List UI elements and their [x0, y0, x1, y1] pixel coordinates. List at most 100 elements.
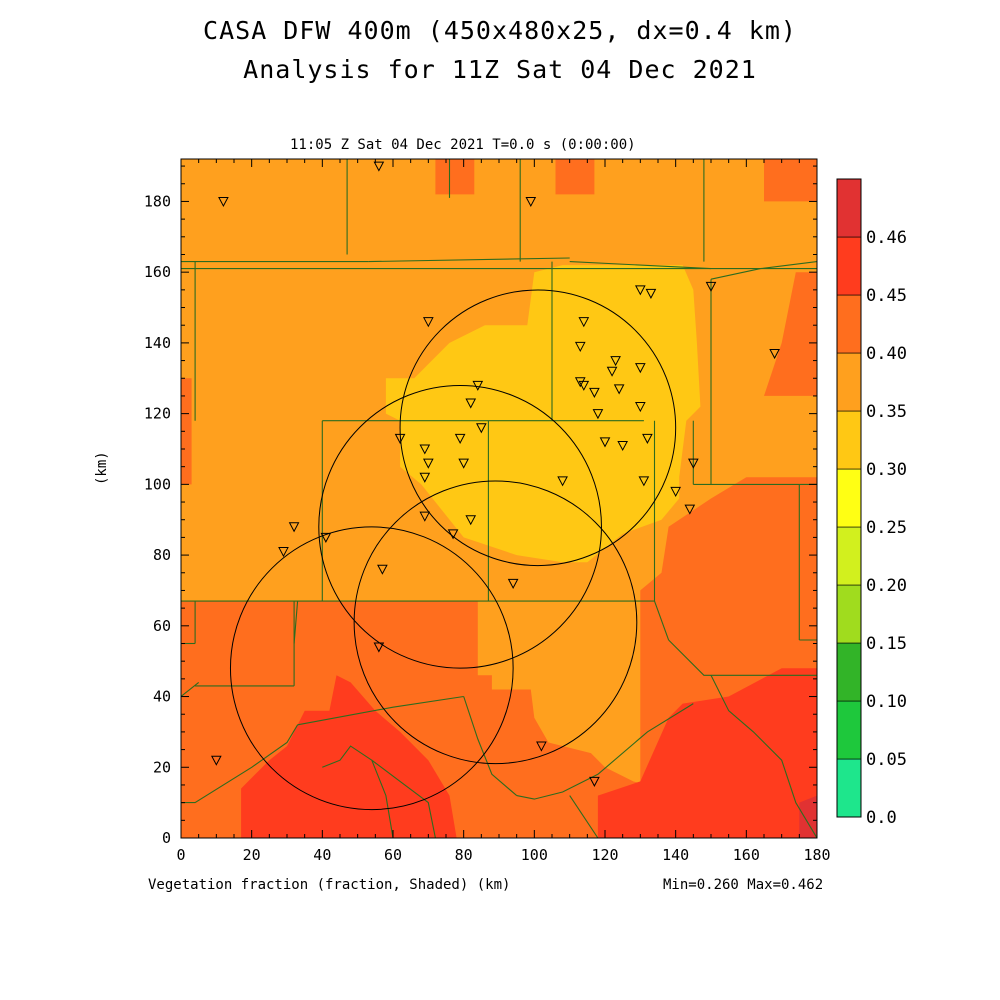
station-marker	[670, 486, 681, 497]
county-boundary-37	[710, 675, 817, 838]
county-boundary-29	[597, 703, 694, 775]
colorbar-label: 0.15	[866, 634, 907, 654]
colorbar-box	[836, 178, 862, 238]
x-tick-label: 0	[176, 846, 185, 864]
station-marker	[320, 532, 332, 543]
shaded-region-4	[181, 378, 192, 485]
station-marker	[684, 504, 696, 515]
x-tick-label: 40	[313, 846, 331, 864]
colorbar-label: 0.10	[866, 692, 907, 712]
station-marker	[458, 458, 469, 469]
plot-area	[181, 159, 817, 838]
radar-range-circle-2	[229, 526, 514, 811]
footer-min-max: Min=0.260 Max=0.462	[663, 877, 824, 893]
shaded-region-8	[241, 675, 457, 838]
colorbar: 0.0 0.05 0.10 0.15 0.20 0.25 0.30 0.35 0.40 0.45 0…	[836, 178, 907, 828]
colorbar-box	[836, 584, 862, 644]
x-tick-label: 180	[803, 846, 830, 864]
station-marker	[373, 642, 385, 653]
station-marker	[447, 529, 459, 540]
chart-title-line2: Analysis for 11Z Sat 04 Dec 2021	[243, 55, 757, 84]
station-marker	[211, 755, 222, 766]
y-tick-label: 140	[144, 334, 171, 352]
shaded-region-7	[764, 159, 817, 202]
shaded-region-9	[597, 668, 817, 838]
shaded-region-11	[385, 265, 701, 563]
station-marker	[769, 349, 780, 360]
county-boundary-20	[293, 601, 299, 644]
station-marker	[606, 366, 618, 377]
station-marker	[472, 380, 484, 391]
station-marker	[525, 196, 537, 208]
station-marker	[617, 440, 628, 452]
station-marker	[705, 281, 717, 292]
y-tick-label: 100	[144, 475, 171, 493]
county-boundary-35	[371, 759, 436, 838]
station-marker	[578, 380, 590, 391]
colorbar-box	[836, 642, 862, 702]
station-marker	[688, 458, 699, 469]
station-marker	[288, 522, 300, 533]
x-tick-label: 80	[455, 846, 473, 864]
county-boundary-31	[653, 600, 670, 641]
station-marker	[638, 476, 650, 487]
station-marker	[394, 433, 406, 444]
station-marker	[610, 356, 621, 367]
x-tick-label: 140	[662, 846, 689, 864]
plot-time-label: 11:05 Z Sat 04 Dec 2021 T=0.0 s (0:00:00…	[290, 137, 636, 153]
colorbar-box	[836, 352, 862, 412]
county-boundary-36	[569, 795, 599, 838]
colorbar-label: 0.46	[866, 228, 907, 248]
station-marker	[574, 377, 586, 388]
colorbar-label: 0.35	[866, 402, 907, 422]
radar-range-circle-0	[399, 289, 677, 567]
colorbar-label: 0.25	[866, 518, 907, 538]
station-marker	[278, 547, 289, 558]
colorbar-label: 0.0	[866, 808, 897, 828]
colorbar-label: 0.30	[866, 460, 907, 480]
station-marker	[599, 437, 611, 448]
x-tick-label: 160	[733, 846, 760, 864]
shaded-region-10	[799, 795, 817, 838]
county-boundary-30	[668, 639, 817, 676]
y-tick-label: 160	[144, 263, 171, 281]
station-marker	[454, 433, 466, 444]
station-marker	[635, 285, 646, 296]
shaded-region-6	[555, 159, 595, 195]
colorbar-box	[836, 758, 862, 818]
y-tick-label: 80	[153, 546, 171, 564]
station-marker	[419, 511, 431, 522]
x-tick-label: 120	[591, 846, 618, 864]
station-marker	[476, 423, 487, 434]
station-marker	[589, 387, 600, 398]
station-marker	[419, 472, 431, 483]
colorbar-label: 0.40	[866, 344, 907, 364]
county-boundary-25	[181, 724, 299, 804]
county-boundary-5	[569, 261, 712, 270]
station-marker	[635, 402, 646, 413]
colorbar-box	[836, 294, 862, 354]
station-marker	[377, 564, 388, 575]
station-marker	[423, 458, 434, 469]
colorbar-box	[836, 236, 862, 296]
station-marker	[578, 317, 590, 328]
x-tick-label: 20	[243, 846, 261, 864]
y-tick-label: 60	[153, 617, 171, 635]
station-marker	[218, 196, 229, 208]
station-marker	[635, 363, 646, 374]
axes: 0 20 40 60 80 100 120 140 160 180 0 20 40 60 80 100 120 1…	[144, 158, 831, 864]
station-marker	[507, 578, 519, 589]
shaded-region-5	[435, 159, 475, 195]
county-boundary-4	[368, 257, 570, 263]
station-marker	[423, 317, 434, 328]
station-marker	[465, 398, 477, 409]
colorbar-label: 0.05	[866, 750, 907, 770]
colorbar-box	[836, 700, 862, 760]
station-marker	[592, 409, 604, 420]
y-tick-label: 20	[153, 758, 171, 776]
colorbar-box	[836, 468, 862, 528]
station-marker	[419, 444, 431, 455]
colorbar-frame	[836, 178, 862, 818]
radar-range-circle-3	[353, 480, 638, 765]
